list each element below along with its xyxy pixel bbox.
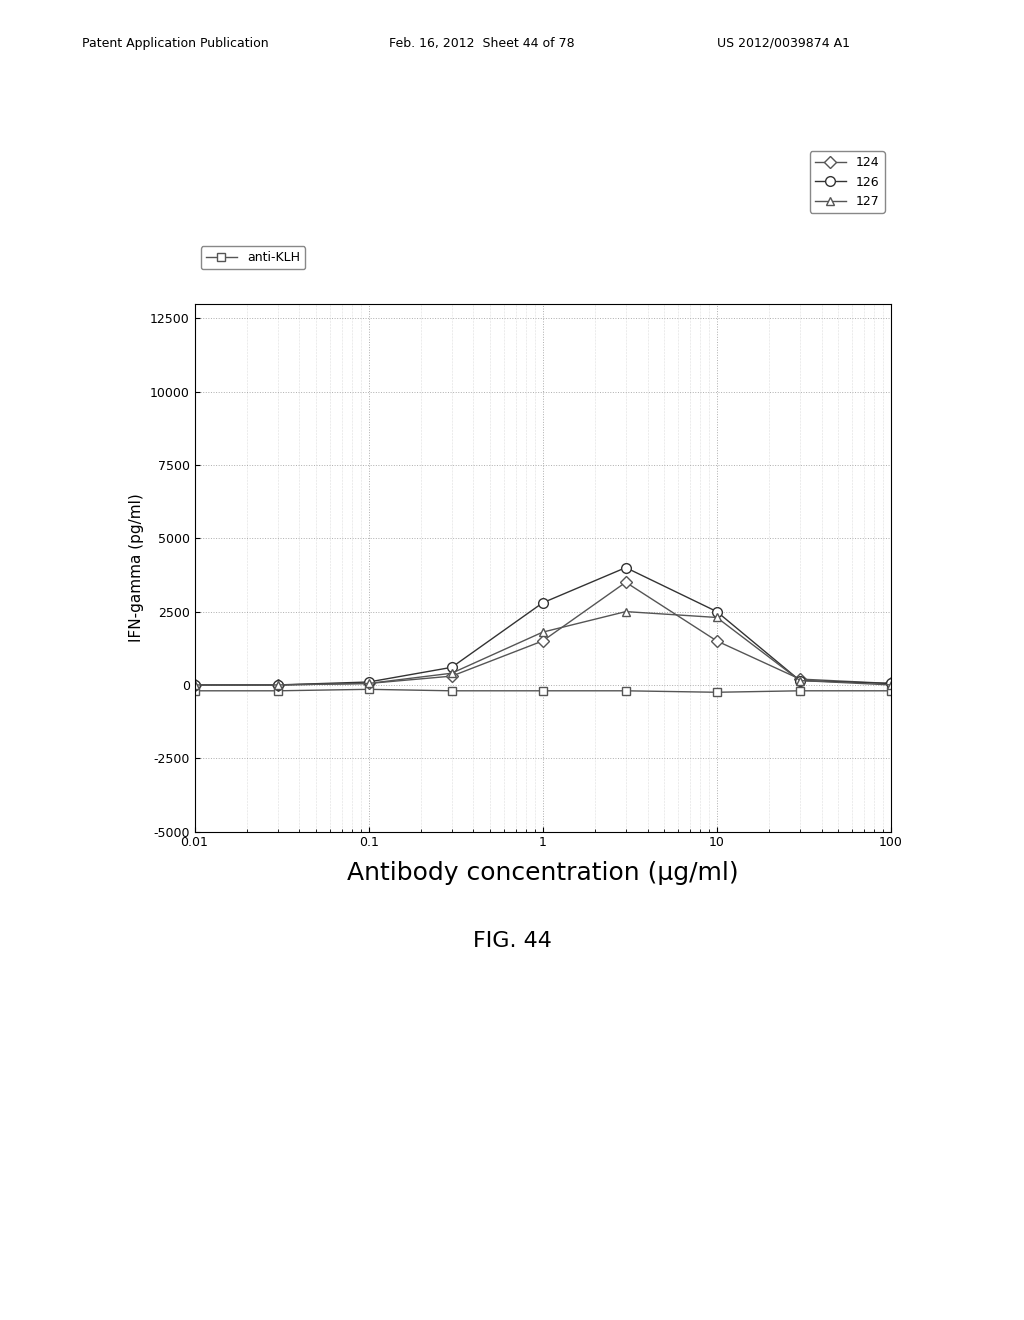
- Text: Patent Application Publication: Patent Application Publication: [82, 37, 268, 50]
- Y-axis label: IFN-gamma (pg/ml): IFN-gamma (pg/ml): [129, 494, 144, 642]
- Legend: 124, 126, 127: 124, 126, 127: [810, 152, 885, 213]
- Text: FIG. 44: FIG. 44: [472, 931, 552, 950]
- Text: Feb. 16, 2012  Sheet 44 of 78: Feb. 16, 2012 Sheet 44 of 78: [389, 37, 574, 50]
- X-axis label: Antibody concentration (μg/ml): Antibody concentration (μg/ml): [347, 861, 738, 884]
- Text: US 2012/0039874 A1: US 2012/0039874 A1: [717, 37, 850, 50]
